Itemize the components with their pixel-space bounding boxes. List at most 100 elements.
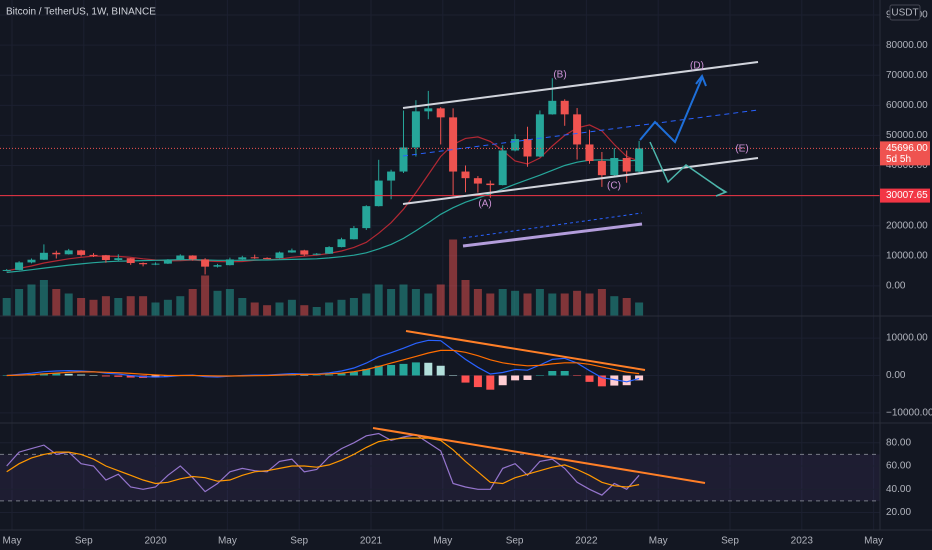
wave-labels: (A) (B) (C) (D) (E) [478,61,748,210]
volume-bar [610,296,619,316]
volume-bar [27,284,36,316]
histogram-bar [325,374,334,376]
candle-body [349,228,358,240]
x-tick-label: 2022 [575,536,598,547]
volume-bar [213,290,222,316]
histogram-bar [399,363,408,376]
x-tick-label: 2020 [144,536,167,547]
volume-bar [535,289,544,316]
candle-body [27,259,36,263]
histogram-bar [114,375,123,377]
candle-body [573,114,582,145]
candle-body [424,108,433,112]
volume-bar [126,296,135,316]
trend-line [462,212,643,239]
rsi-trend [372,427,706,484]
candle-body [399,147,408,172]
candle-body [523,139,532,157]
histogram-bar [39,373,48,376]
axis: May Sep 2020 May Sep 2021 May Sep 2022 May Sep 2023… [3,10,932,547]
series-line [6,437,640,488]
drawings [372,61,759,484]
y-tick-label: 10000.00 [886,333,928,344]
series-line [6,432,640,496]
volume-bar [436,284,445,316]
wave-label: (E) [735,144,748,155]
histogram-bar [535,375,544,376]
candle-body [535,114,544,157]
candle-body [176,255,185,261]
histogram-bar [362,369,371,376]
candle-body [635,148,644,172]
candle-body [126,258,135,264]
histogram-bar [610,375,619,386]
y-tick-label: 0.00 [886,370,906,381]
candle-body [411,111,420,148]
volume-bar [114,298,123,316]
candle-body [560,100,569,115]
histogram-bar [511,375,520,381]
histogram-bar [89,375,98,376]
x-tick-label: Sep [721,536,739,547]
volume-bar [300,305,309,316]
volume-bar [287,299,296,316]
volume-bar [473,289,482,316]
price-tag [880,141,930,166]
currency-box[interactable] [889,4,921,21]
candle-body [473,178,482,184]
y-tick-label: 60000.00 [886,100,928,111]
histogram-bar [374,365,383,376]
volume-bar [573,290,582,316]
histogram-bar [64,373,73,376]
y-tick-label: 80000.00 [886,40,928,51]
candle-body [387,171,396,181]
volume-bar [52,289,61,316]
series-line [6,339,640,383]
y-tick-label: 40000.00 [886,160,928,171]
y-tick-label: 60.00 [886,461,911,472]
histogram-bar [622,375,631,386]
candle-body [238,257,247,260]
volume-bar [188,289,197,316]
currency[interactable]: USDT [891,8,918,19]
candle-body [39,252,48,260]
volume-bar [77,298,86,316]
histogram-bar [424,362,433,376]
histogram-bar [436,365,445,376]
volume-bar [39,280,48,316]
wave-label: (A) [478,199,491,210]
histogram-bar [585,375,594,382]
candle-body [263,257,272,259]
volume-bar [362,293,371,316]
level-tag [880,188,930,203]
candle-body [498,150,507,186]
histogram-bar [387,365,396,376]
y-tick-label: 10000.00 [886,250,928,261]
candle-body [225,259,234,266]
histogram-bar [473,375,482,388]
histogram-bar [52,373,61,376]
volume-bar [374,284,383,316]
candle-body [114,258,123,261]
x-tick-label: 2023 [791,536,814,547]
volume-bar [2,298,11,316]
histogram-bar [312,375,321,376]
volume-bar [275,302,284,316]
projection [649,141,726,193]
candle-body [213,265,222,267]
candle-body [287,250,296,253]
volume-bar [238,298,247,316]
volume-bar [201,275,210,316]
candle-body [337,239,346,248]
candle-body [15,262,24,270]
volume-bar [461,280,470,316]
wave-label: (D) [690,61,704,72]
histogram-bar [523,375,532,380]
candle-body [250,257,259,259]
grid [0,0,880,530]
volume-bar [163,299,172,316]
volume-bar [622,298,631,316]
x-tick-label: Sep [75,536,93,547]
volume-bar [15,289,24,316]
